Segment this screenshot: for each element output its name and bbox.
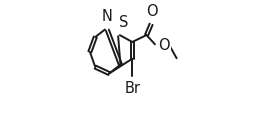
Text: N: N bbox=[101, 9, 112, 24]
Text: S: S bbox=[119, 15, 128, 30]
Text: Br: Br bbox=[124, 81, 140, 96]
Text: O: O bbox=[158, 38, 170, 53]
Text: O: O bbox=[146, 4, 158, 19]
